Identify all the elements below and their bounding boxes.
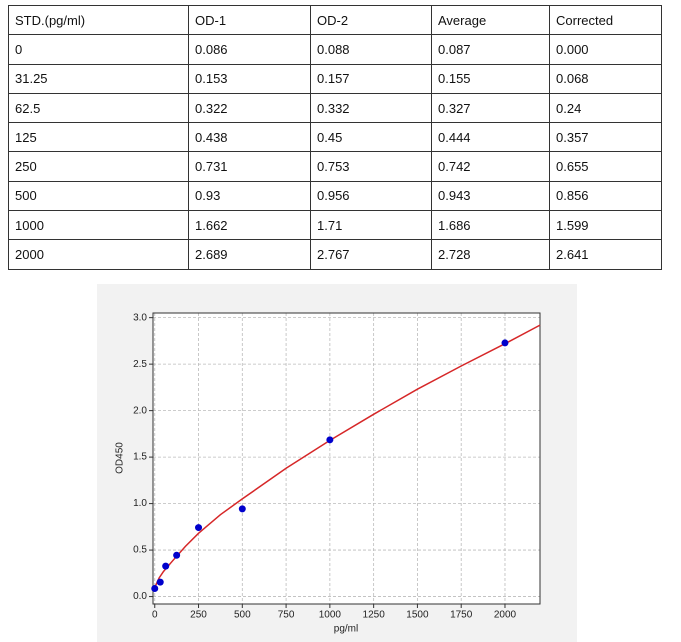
table-cell: 0.438: [188, 122, 311, 153]
table-cell: 0.157: [310, 63, 432, 94]
x-tick-label: 1750: [450, 610, 473, 621]
x-tick-label: 0: [152, 610, 158, 621]
data-point: [162, 562, 170, 570]
table-cell: 2.728: [431, 239, 550, 270]
x-tick-label: 1250: [363, 610, 386, 621]
table-cell: 0.856: [549, 180, 662, 212]
table-cell: 0.742: [431, 151, 550, 182]
y-tick-label: 1.0: [133, 498, 147, 509]
plot-frame: [152, 312, 541, 605]
y-axis-label: OD450: [115, 442, 126, 474]
table-cell: 0.444: [431, 122, 550, 153]
plot-area: [153, 313, 540, 604]
data-point: [195, 524, 203, 532]
table-cell: 2.689: [188, 239, 311, 270]
table-cell: 0.731: [188, 151, 311, 182]
table-cell: OD-1: [188, 4, 311, 36]
table-cell: STD.(pg/ml): [8, 4, 189, 36]
table-row: 0 0.086 0.088 0.087 0.000: [8, 34, 662, 65]
table-cell: 0.086: [188, 34, 311, 65]
data-table: STD.(pg/ml) OD-1 OD-2 Average Corrected 0 0.08…: [8, 4, 662, 270]
table-cell: 500: [8, 180, 189, 212]
table-cell: Corrected: [549, 4, 662, 36]
y-tick-label: 2.5: [133, 359, 147, 370]
x-tick-label: 250: [190, 610, 207, 621]
x-tick-label: 500: [234, 610, 251, 621]
y-tick-label: 0.5: [133, 545, 147, 556]
table-cell: 1.599: [549, 210, 662, 241]
header-row: STD.(pg/ml) OD-1 OD-2 Average Corrected: [8, 4, 662, 36]
y-tick-label: 2.0: [133, 405, 147, 416]
table-row: 62.5 0.322 0.332 0.327 0.24: [8, 92, 662, 124]
data-point: [156, 578, 164, 586]
data-point: [501, 339, 509, 347]
table-cell: 62.5: [8, 92, 189, 124]
y-tick-label: 1.5: [133, 452, 147, 463]
x-tick-label: 1000: [319, 610, 342, 621]
table-cell: Average: [431, 4, 550, 36]
table-cell: 2.641: [549, 239, 662, 270]
table-cell: 1000: [8, 210, 189, 241]
data-point: [151, 584, 159, 592]
table-cell: 0.655: [549, 151, 662, 182]
data-point: [326, 436, 334, 444]
table-cell: 0.327: [431, 92, 550, 124]
y-tick-label: 3.0: [133, 312, 147, 323]
y-tick-label: 0.0: [133, 591, 147, 602]
table-row: 1000 1.662 1.71 1.686 1.599: [8, 210, 662, 241]
x-axis-label: pg/ml: [334, 624, 358, 635]
table-cell: 0.155: [431, 63, 550, 94]
x-tick-label: 750: [278, 610, 295, 621]
table-cell: 1.686: [431, 210, 550, 241]
table-cell: 0.332: [310, 92, 432, 124]
x-tick-label: 1500: [406, 610, 429, 621]
data-point: [173, 551, 181, 559]
table-row: 2000 2.689 2.767 2.728 2.641: [8, 239, 662, 270]
table-cell: 2000: [8, 239, 189, 270]
x-tick-label: 2000: [494, 610, 517, 621]
data-point: [238, 505, 246, 513]
table-cell: 0.088: [310, 34, 432, 65]
